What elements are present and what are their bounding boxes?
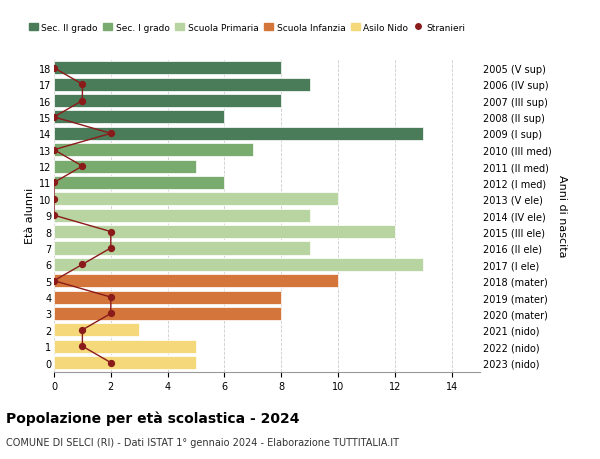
Y-axis label: Anni di nascita: Anni di nascita	[557, 174, 567, 257]
Point	[77, 261, 87, 269]
Text: COMUNE DI SELCI (RI) - Dati ISTAT 1° gennaio 2024 - Elaborazione TUTTITALIA.IT: COMUNE DI SELCI (RI) - Dati ISTAT 1° gen…	[6, 437, 399, 447]
Point	[106, 294, 116, 301]
Bar	[54, 324, 139, 336]
Bar	[54, 160, 196, 173]
Point	[77, 343, 87, 350]
Point	[49, 147, 59, 154]
Bar	[54, 111, 224, 124]
Point	[77, 98, 87, 105]
Bar	[54, 340, 196, 353]
Bar	[54, 307, 281, 320]
Bar	[54, 193, 338, 206]
Bar	[54, 209, 310, 222]
Bar	[54, 225, 395, 239]
Bar	[54, 274, 338, 288]
Bar	[54, 356, 196, 369]
Bar	[54, 258, 423, 271]
Point	[49, 179, 59, 187]
Bar	[54, 291, 281, 304]
Point	[106, 310, 116, 318]
Bar	[54, 242, 310, 255]
Bar	[54, 78, 310, 91]
Bar	[54, 62, 281, 75]
Point	[49, 65, 59, 73]
Bar	[54, 177, 224, 190]
Point	[106, 229, 116, 236]
Point	[77, 163, 87, 170]
Point	[77, 326, 87, 334]
Point	[106, 245, 116, 252]
Point	[77, 81, 87, 89]
Point	[49, 114, 59, 121]
Y-axis label: Età alunni: Età alunni	[25, 188, 35, 244]
Text: Popolazione per età scolastica - 2024: Popolazione per età scolastica - 2024	[6, 411, 299, 425]
Point	[106, 359, 116, 366]
Bar	[54, 128, 423, 140]
Point	[49, 212, 59, 219]
Legend: Sec. II grado, Sec. I grado, Scuola Primaria, Scuola Infanzia, Asilo Nido, Stran: Sec. II grado, Sec. I grado, Scuola Prim…	[29, 23, 466, 33]
Bar	[54, 144, 253, 157]
Bar	[54, 95, 281, 108]
Point	[49, 277, 59, 285]
Point	[49, 196, 59, 203]
Point	[106, 130, 116, 138]
